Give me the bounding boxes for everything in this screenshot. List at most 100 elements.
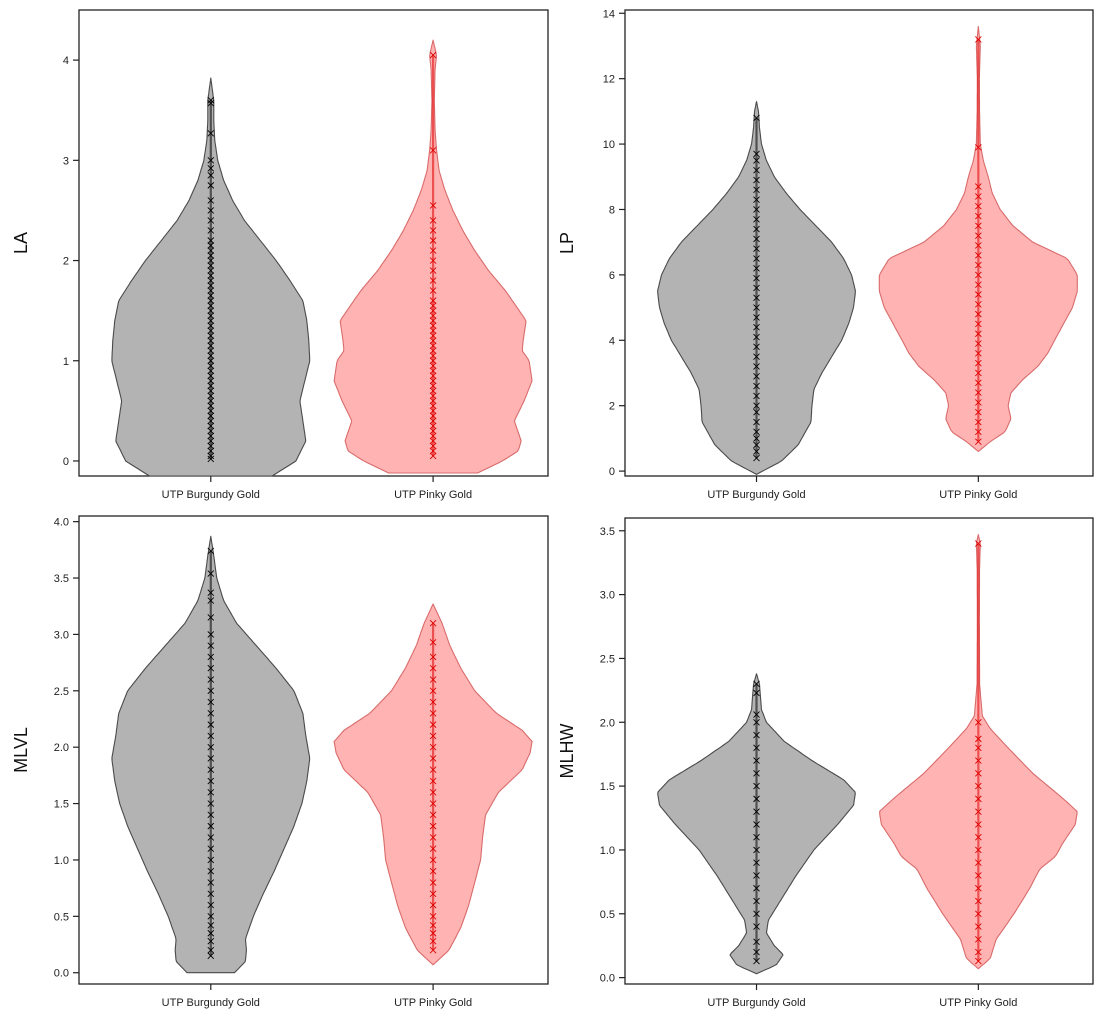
data-point (753, 923, 760, 930)
data-point (753, 454, 760, 462)
data-point (753, 274, 760, 282)
data-point (753, 176, 760, 184)
data-point (207, 282, 215, 289)
data-point (207, 397, 215, 405)
y-tick-label: 3 (63, 155, 69, 167)
data-point (975, 821, 982, 828)
data-point (207, 766, 215, 774)
data-point (753, 235, 760, 243)
data-point (207, 929, 215, 937)
data-point (429, 422, 437, 430)
data-point (207, 357, 215, 365)
data-point (975, 291, 982, 298)
data-point (753, 402, 760, 410)
y-tick-label: 2.5 (54, 686, 69, 698)
data-point (429, 442, 437, 450)
data-point (975, 300, 982, 308)
data-point (753, 795, 760, 803)
data-point (207, 242, 215, 249)
data-point (753, 846, 760, 854)
data-point (207, 631, 215, 638)
data-point (753, 196, 760, 203)
data-point (753, 711, 760, 718)
data-point (429, 417, 437, 425)
chart-panel-mlhw: 0.0 0.5 1.0 1.5 2.0 2.5 3.0 3.5 MLHW UTP Burgundy… (557, 517, 1094, 1009)
data-point (753, 353, 760, 360)
data-point (975, 859, 982, 867)
data-point (429, 412, 437, 420)
data-point (207, 710, 215, 717)
data-point (753, 225, 760, 233)
data-point (975, 399, 982, 406)
data-point (753, 245, 760, 253)
data-point (207, 96, 215, 104)
data-point (207, 407, 215, 415)
data-point (429, 879, 437, 886)
chart-panel-mlvl: 0.0 0.5 1.0 1.5 2.0 2.5 3.0 3.5 4.0 MLVL UTP Burgu… (11, 515, 549, 1009)
data-point (975, 935, 982, 943)
data-point (975, 957, 982, 965)
data-point (207, 347, 215, 355)
chart-panel-la: 0 1 2 3 4 LA UTP Burgundy Gold UTP Pinky Gold (11, 9, 549, 501)
data-point (207, 327, 215, 335)
data-point (975, 718, 982, 726)
y-tick-label: 1 (63, 356, 69, 368)
data-point (975, 320, 982, 328)
x-tick-label: UTP Burgundy Gold (162, 997, 260, 1009)
data-point (753, 435, 760, 442)
data-point (975, 359, 982, 367)
data-point (975, 833, 982, 841)
data-point (753, 408, 760, 416)
data-point (429, 327, 437, 335)
y-tick-label: 6 (609, 270, 615, 282)
y-tick-label: 3.5 (600, 526, 615, 538)
data-point (207, 257, 215, 264)
data-point (429, 362, 437, 370)
data-point (207, 247, 215, 254)
data-point (753, 770, 760, 777)
data-point (975, 310, 982, 318)
data-point (975, 428, 982, 436)
x-tick-label: UTP Pinky Gold (939, 997, 1017, 1009)
data-point (975, 408, 982, 416)
data-point (207, 312, 215, 319)
data-point (429, 867, 437, 875)
data-point (429, 732, 437, 740)
data-point (429, 427, 437, 435)
data-point (753, 314, 760, 321)
y-tick-label: 2 (609, 401, 615, 413)
data-point (207, 165, 215, 172)
data-point (207, 272, 215, 279)
data-point (207, 367, 215, 375)
data-point (753, 731, 760, 739)
data-point (429, 377, 437, 385)
data-point (207, 946, 215, 954)
data-point (975, 193, 982, 200)
data-point (753, 166, 760, 174)
data-point (207, 597, 215, 604)
data-point (207, 856, 215, 864)
data-point (207, 302, 215, 309)
data-point (207, 129, 215, 137)
data-point (429, 337, 437, 345)
data-point (207, 952, 215, 960)
data-point (429, 382, 437, 390)
data-point (429, 913, 437, 920)
data-point (429, 676, 437, 683)
data-point (753, 428, 760, 436)
chart-panel-lp: 0 2 4 6 8 10 12 14 LP UTP Burgundy Gold UTP Pinky … (557, 8, 1094, 501)
data-point (207, 372, 215, 380)
data-point (429, 664, 437, 672)
data-point (207, 800, 215, 807)
data-point (207, 455, 215, 463)
data-point (429, 437, 437, 445)
data-point (753, 757, 760, 764)
y-tick-label: 14 (603, 8, 615, 20)
y-tick-label: 0.0 (600, 973, 615, 985)
data-point (429, 202, 437, 209)
data-point (207, 337, 215, 345)
data-point (975, 948, 982, 956)
data-point (207, 570, 215, 577)
y-tick-label: 8 (609, 204, 615, 216)
data-point (753, 372, 760, 380)
